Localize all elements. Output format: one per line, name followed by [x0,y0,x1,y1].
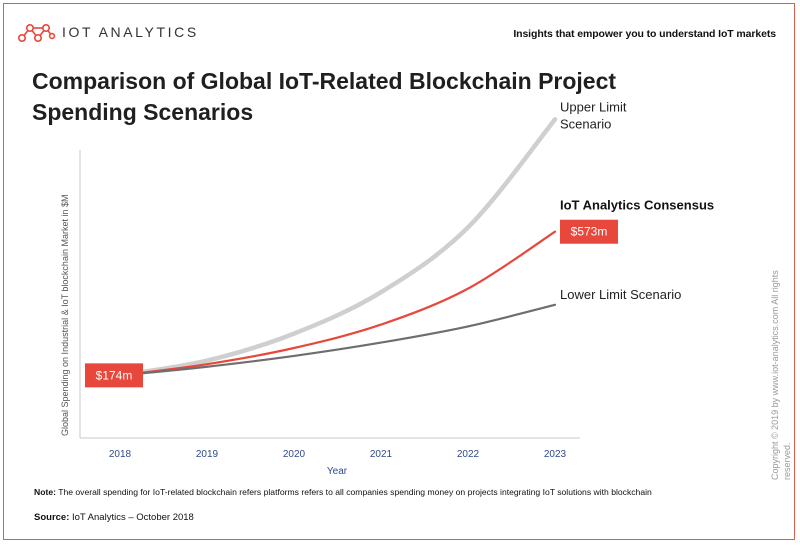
y-axis-label: Global Spending on Industrial & IoT bloc… [60,195,70,436]
x-tick-label-2018: 2018 [109,449,132,460]
brand-logo: IOT ANALYTICS [16,18,199,46]
source-text: IoT Analytics – October 2018 [69,512,194,523]
annotation-lower: Lower Limit Scenario [560,287,681,302]
x-tick-label-2021: 2021 [370,449,393,460]
x-tick-label-2022: 2022 [457,449,480,460]
chart-title: Comparison of Global IoT-Related Blockch… [32,68,617,125]
molecule-network-icon [17,24,56,42]
source-label: Source: [34,512,70,523]
brand-name: IOT ANALYTICS [62,24,199,40]
footnote: Note: The overall spending for IoT-relat… [34,487,652,497]
data-label-box-2023 [560,219,618,244]
x-tick-label-2023: 2023 [544,449,567,460]
annotation-upper-line-2: Scenario [560,116,611,131]
source-line: Source: IoT Analytics – October 2018 [34,512,194,523]
x-axis-title: Year [327,466,348,477]
infographic-frame [3,3,795,540]
note-text: The overall spending for IoT-related blo… [55,487,652,497]
data-label-box-2018 [85,363,143,388]
tagline: Insights that empower you to understand … [513,28,776,40]
series-line-consensus [118,230,557,377]
note-label: Note: [34,487,56,497]
x-tick-label-2020: 2020 [283,449,306,460]
copyright-line-1: Copyright © 2019 by www.iot-analytics.co… [770,270,780,480]
data-label-2018: $174m [96,368,133,382]
data-label-2023: $573m [571,225,608,239]
annotation-consensus: IoT Analytics Consensus [560,198,714,213]
series-line-lower-limit [118,303,557,377]
annotation-upper-line-1: Upper Limit [560,99,627,114]
copyright-line-2: reserved. [782,442,792,480]
x-tick-label-2019: 2019 [196,449,219,460]
series-line-upper-limit [117,117,558,378]
